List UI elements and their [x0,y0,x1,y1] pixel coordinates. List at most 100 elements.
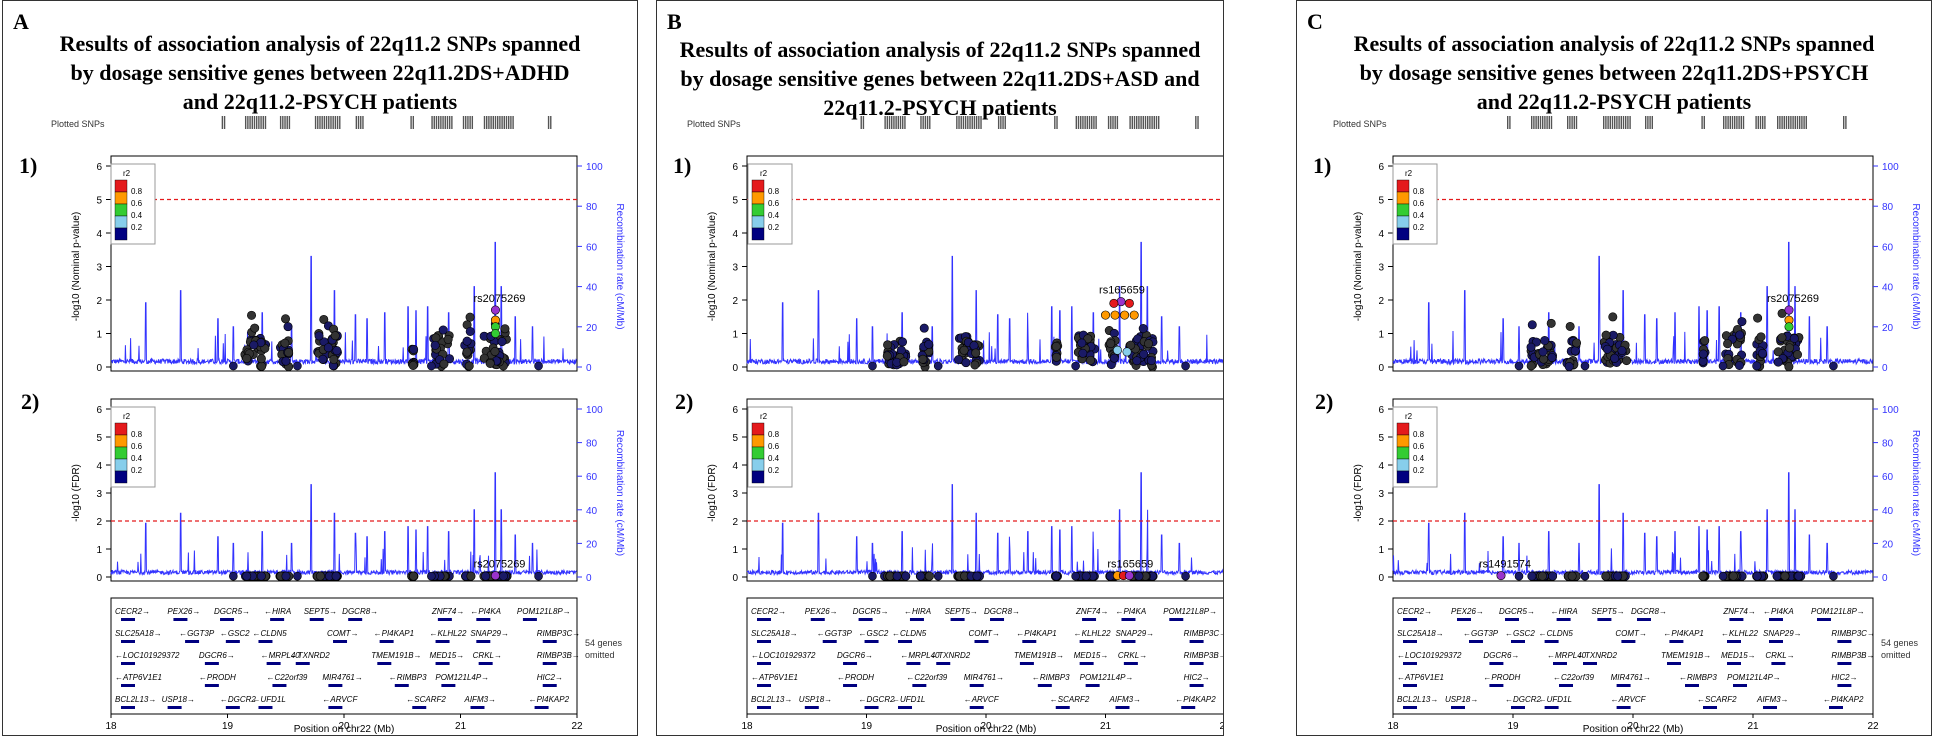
gene-label: ←KLHL22 [430,629,467,638]
gene-body [1189,662,1204,665]
highlighted-snp [1124,298,1134,308]
snp-point [1772,571,1782,581]
gene-label: ←MRPL40 [261,651,301,660]
plotted-snp-tick [1777,116,1779,129]
gene-label: COMT→ [327,629,359,638]
gene-body [1703,706,1717,709]
gene-body [476,640,491,643]
snp-point [1792,350,1802,360]
gene-body [542,662,557,665]
gene-label: DGCR5→ [1499,607,1535,616]
snp-point [1567,571,1577,581]
plotted-snp-tick [510,116,512,129]
snp-point [250,323,260,333]
plotted-snp-tick [895,116,897,129]
plotted-snp-tick [492,116,494,129]
snp-point [1526,361,1536,371]
x-tick-label: 22 [571,721,583,732]
plotted-snp-tick [550,116,552,129]
snp-point [293,571,302,581]
plotted-snp-tick [1531,116,1533,129]
gene-label: ←TXNRD2 [1577,651,1618,660]
snp-point [1146,356,1156,366]
gene-label: ←PI4KAP2 [529,695,570,704]
left-tick-label: 0 [96,363,102,374]
left-tick-label: 3 [732,489,738,500]
gene-label: ←ARVCF [1611,695,1647,704]
gene-body [1837,640,1852,643]
legend-tick-label: 0.6 [131,199,143,208]
snp-point [481,571,491,581]
snp-point [443,334,453,344]
plotted-snp-tick [1779,116,1781,129]
left-tick-label: 6 [1378,162,1384,173]
plotted-snp-tick [442,116,444,129]
plotted-snp-tick [221,116,224,129]
gene-body [1727,640,1741,643]
snp-point [1572,338,1582,348]
gene-label: RIMBP3C→ [1831,629,1875,638]
snp-point [331,571,341,581]
snp-point [408,571,418,581]
gene-label: DGCR6→ [1483,651,1519,660]
gene-label: ←RIMBP3 [1032,673,1070,682]
gene-body [377,662,392,665]
plotted-snp-tick [244,116,247,129]
plotted-snp-tick [971,116,973,129]
plotted-snp-tick [1616,116,1618,129]
gene-body [1727,662,1741,665]
gene-body [810,618,825,621]
y-axis-label: -log10 (FDR) [707,464,718,522]
panel-title-line: by dosage sensitive genes between 22q11.… [70,60,570,85]
plotted-snp-tick [317,116,319,129]
snp-point [1580,361,1590,371]
plotted-snp-tick [1548,116,1550,129]
plotted-snp-tick [1755,116,1757,129]
snp-point [1570,346,1580,356]
gene-label: RIMBP3C→ [1184,629,1223,638]
plotted-snp-tick [260,116,262,129]
gene-label: MIR4761→ [1611,673,1651,682]
legend-tick-label: 0.4 [1413,211,1425,220]
gene-body [1621,640,1636,643]
snp-point [896,345,906,355]
snp-point [1181,571,1190,581]
gene-label: PEX26→ [1451,607,1484,616]
gene-body [1771,662,1786,665]
gene-body [437,618,452,621]
gene-label: SLC25A18→ [1397,629,1444,638]
plotted-snp-tick [330,116,332,129]
right-tick-label: 80 [586,202,598,213]
subplot-label-1: 1) [673,153,692,178]
snp-point [281,356,291,366]
gene-label: PEX26→ [805,607,838,616]
legend-tick-label: 0.4 [131,211,143,220]
right-tick-label: 20 [586,539,598,550]
right-tick-label: 0 [586,363,592,374]
legend-tick-label: 0.8 [1413,430,1425,439]
left-tick-label: 0 [96,573,102,584]
snp-point [293,361,302,371]
highlighted-snp [1112,345,1122,355]
snp-point [1565,321,1575,331]
snp-point [899,357,909,367]
plotted-snp-tick [1801,116,1803,129]
gene-body [1616,684,1631,687]
snp-point [1548,571,1558,581]
snp-point [972,571,982,581]
snp-point [1613,571,1623,581]
plotted-snp-tick [433,116,435,129]
snp-point [898,337,908,347]
left-tick-label: 5 [96,196,102,207]
gene-label: TMEM191B→ [1661,651,1711,660]
gene-body [522,618,537,621]
gene-label: MIR4761→ [322,673,362,682]
right-tick-label: 80 [1882,202,1894,213]
plotted-snp-tick [1845,116,1847,129]
gene-body [1121,618,1136,621]
snp-point [1753,313,1763,323]
plotted-snp-tick [1796,116,1799,129]
plotted-snp-tick [410,116,412,129]
left-tick-label: 5 [732,196,738,207]
snp-point [1051,341,1061,351]
